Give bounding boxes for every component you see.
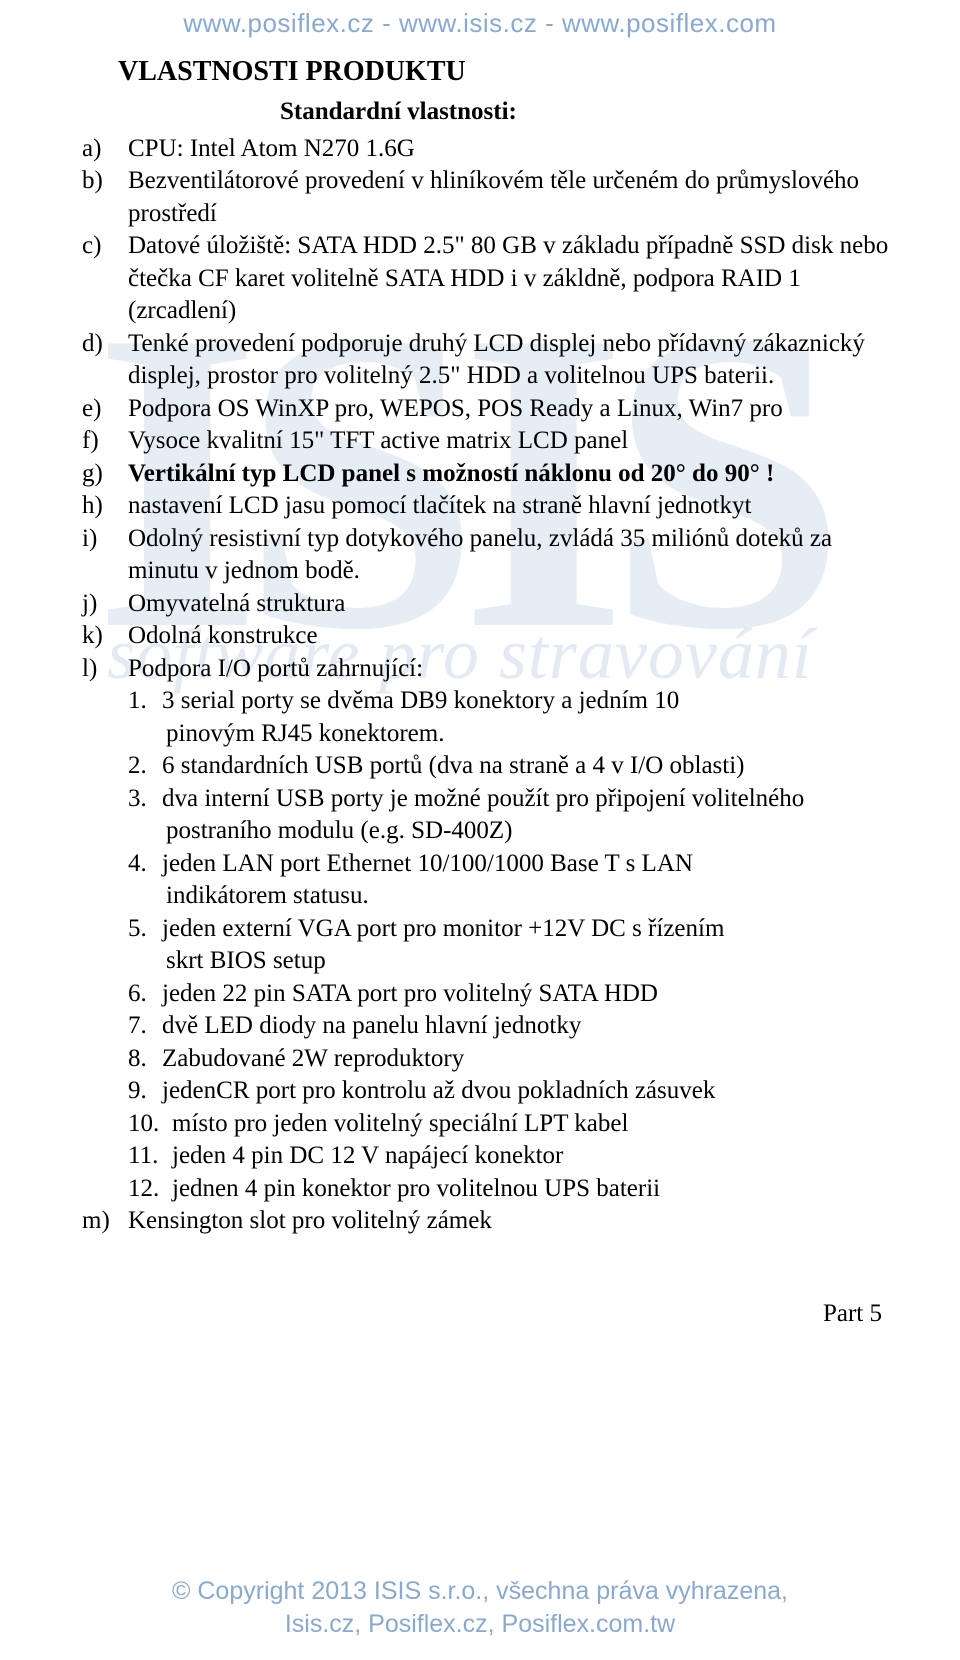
list-item: e)Podpora OS WinXP pro, WEPOS, POS Ready… <box>80 393 890 426</box>
list-item: indikátorem statusu. <box>128 880 890 913</box>
list-item: 2. 6 standardních USB portů (dva na stra… <box>128 750 890 783</box>
footer: © Copyright 2013 ISIS s.r.o., všechna pr… <box>0 1575 960 1643</box>
list-marker: h) <box>80 490 128 523</box>
list-item: g)Vertikální typ LCD panel s možností ná… <box>80 458 890 491</box>
list-marker: l) <box>80 653 128 686</box>
footer-line-1: © Copyright 2013 ISIS s.r.o., všechna pr… <box>0 1575 960 1609</box>
list-text: jeden 4 pin DC 12 V napájecí konektor <box>172 1140 890 1173</box>
list-marker: i) <box>80 523 128 556</box>
list-text: Datové úložiště: SATA HDD 2.5" 80 GB v z… <box>128 230 890 328</box>
list-text: skrt BIOS setup <box>128 945 890 978</box>
list-text: Omyvatelná struktura <box>128 588 890 621</box>
list-item: skrt BIOS setup <box>128 945 890 978</box>
list-marker: 2. <box>128 750 162 783</box>
list-item: b)Bezventilátorové provedení v hliníkové… <box>80 165 890 230</box>
list-text: jedenCR port pro kontrolu až dvou poklad… <box>162 1075 890 1108</box>
list-item: 3.dva interní USB porty je možné použít … <box>128 783 890 816</box>
list-item: 5. jeden externí VGA port pro monitor +1… <box>128 913 890 946</box>
list-item: 8.Zabudované 2W reproduktory <box>128 1043 890 1076</box>
list-text: místo pro jeden volitelný speciální LPT … <box>172 1108 890 1141</box>
list-marker: 6. <box>128 978 162 1011</box>
list-marker: j) <box>80 588 128 621</box>
page-title: VLASTNOSTI PRODUKTU <box>118 54 890 90</box>
list-text: indikátorem statusu. <box>128 880 890 913</box>
page: www.posiflex.cz - www.isis.cz - www.posi… <box>0 0 960 1660</box>
list-item: d)Tenké provedení podporuje druhý LCD di… <box>80 328 890 393</box>
list-marker: m) <box>80 1205 128 1238</box>
list-text: jednen 4 pin konektor pro volitelnou UPS… <box>172 1173 890 1206</box>
list-item: pinovým RJ45 konektorem. <box>128 718 890 751</box>
list-text: 3 serial porty se dvěma DB9 konektory a … <box>162 685 890 718</box>
list-text: CPU: Intel Atom N270 1.6G <box>128 133 890 166</box>
list-text: 6 standardních USB portů (dva na straně … <box>162 750 890 783</box>
list-text: nastavení LCD jasu pomocí tlačítek na st… <box>128 490 890 523</box>
list-marker: 3. <box>128 783 162 816</box>
list-marker: 8. <box>128 1043 162 1076</box>
list-text-lead: Podpora I/O portů zahrnující: <box>128 655 423 682</box>
list-marker: d) <box>80 328 128 361</box>
document-body: VLASTNOSTI PRODUKTU Standardní vlastnost… <box>80 54 890 1330</box>
list-text: Vertikální typ LCD panel s možností nákl… <box>128 458 890 491</box>
list-item: i)Odolný resistivní typ dotykového panel… <box>80 523 890 588</box>
list-marker: k) <box>80 620 128 653</box>
list-text: Podpora I/O portů zahrnující: 1.3 serial… <box>128 653 890 1206</box>
watermark-top: www.posiflex.cz - www.isis.cz - www.posi… <box>0 8 960 39</box>
list-text: Vysoce kvalitní 15" TFT active matrix LC… <box>128 425 890 458</box>
list-item: 1.3 serial porty se dvěma DB9 konektory … <box>128 685 890 718</box>
list-item: 6.jeden 22 pin SATA port pro volitelný S… <box>128 978 890 1011</box>
list-text: postraního modulu (e.g. SD-400Z) <box>128 815 890 848</box>
list-text: jeden LAN port Ethernet 10/100/1000 Base… <box>162 848 890 881</box>
list-marker: f) <box>80 425 128 458</box>
list-marker: 1. <box>128 685 162 718</box>
list-text: dva interní USB porty je možné použít pr… <box>162 783 890 816</box>
list-marker: 9. <box>128 1075 162 1108</box>
list-item: k)Odolná konstrukce <box>80 620 890 653</box>
list-item: 4.jeden LAN port Ethernet 10/100/1000 Ba… <box>128 848 890 881</box>
feature-list: a)CPU: Intel Atom N270 1.6G b)Bezventilá… <box>80 133 890 1238</box>
list-text: jeden externí VGA port pro monitor +12V … <box>162 913 890 946</box>
list-item: h)nastavení LCD jasu pomocí tlačítek na … <box>80 490 890 523</box>
list-marker: 10. <box>128 1108 172 1141</box>
list-item: l) Podpora I/O portů zahrnující: 1.3 ser… <box>80 653 890 1206</box>
list-text: jeden 22 pin SATA port pro volitelný SAT… <box>162 978 890 1011</box>
list-text: Odolná konstrukce <box>128 620 890 653</box>
section-subtitle: Standardní vlastnosti: <box>280 96 890 129</box>
list-text: Podpora OS WinXP pro, WEPOS, POS Ready a… <box>128 393 890 426</box>
list-marker: c) <box>80 230 128 263</box>
list-item: 12.jednen 4 pin konektor pro volitelnou … <box>128 1173 890 1206</box>
list-item: 11.jeden 4 pin DC 12 V napájecí konektor <box>128 1140 890 1173</box>
list-text: Tenké provedení podporuje druhý LCD disp… <box>128 328 890 393</box>
page-number: Part 5 <box>80 1298 890 1331</box>
list-text: pinovým RJ45 konektorem. <box>128 718 890 751</box>
io-sublist: 1.3 serial porty se dvěma DB9 konektory … <box>128 685 890 1205</box>
list-text: dvě LED diody na panelu hlavní jednotky <box>162 1010 890 1043</box>
list-item: j)Omyvatelná struktura <box>80 588 890 621</box>
list-marker: 5. <box>128 913 162 946</box>
list-marker: g) <box>80 458 128 491</box>
list-item: c)Datové úložiště: SATA HDD 2.5" 80 GB v… <box>80 230 890 328</box>
list-item: 10.místo pro jeden volitelný speciální L… <box>128 1108 890 1141</box>
list-marker: 4. <box>128 848 162 881</box>
list-item: postraního modulu (e.g. SD-400Z) <box>128 815 890 848</box>
list-marker: b) <box>80 165 128 198</box>
list-text: Kensington slot pro volitelný zámek <box>128 1205 890 1238</box>
list-item: 7.dvě LED diody na panelu hlavní jednotk… <box>128 1010 890 1043</box>
list-item: f)Vysoce kvalitní 15" TFT active matrix … <box>80 425 890 458</box>
list-text: Zabudované 2W reproduktory <box>162 1043 890 1076</box>
list-marker: 12. <box>128 1173 172 1206</box>
list-marker: 11. <box>128 1140 172 1173</box>
list-marker: 7. <box>128 1010 162 1043</box>
list-marker: e) <box>80 393 128 426</box>
list-marker: a) <box>80 133 128 166</box>
list-item: 9.jedenCR port pro kontrolu až dvou pokl… <box>128 1075 890 1108</box>
list-text: Odolný resistivní typ dotykového panelu,… <box>128 523 890 588</box>
footer-line-2: Isis.cz, Posiflex.cz, Posiflex.com.tw <box>0 1608 960 1642</box>
list-item: m)Kensington slot pro volitelný zámek <box>80 1205 890 1238</box>
list-text: Bezventilátorové provedení v hliníkovém … <box>128 165 890 230</box>
list-item: a)CPU: Intel Atom N270 1.6G <box>80 133 890 166</box>
